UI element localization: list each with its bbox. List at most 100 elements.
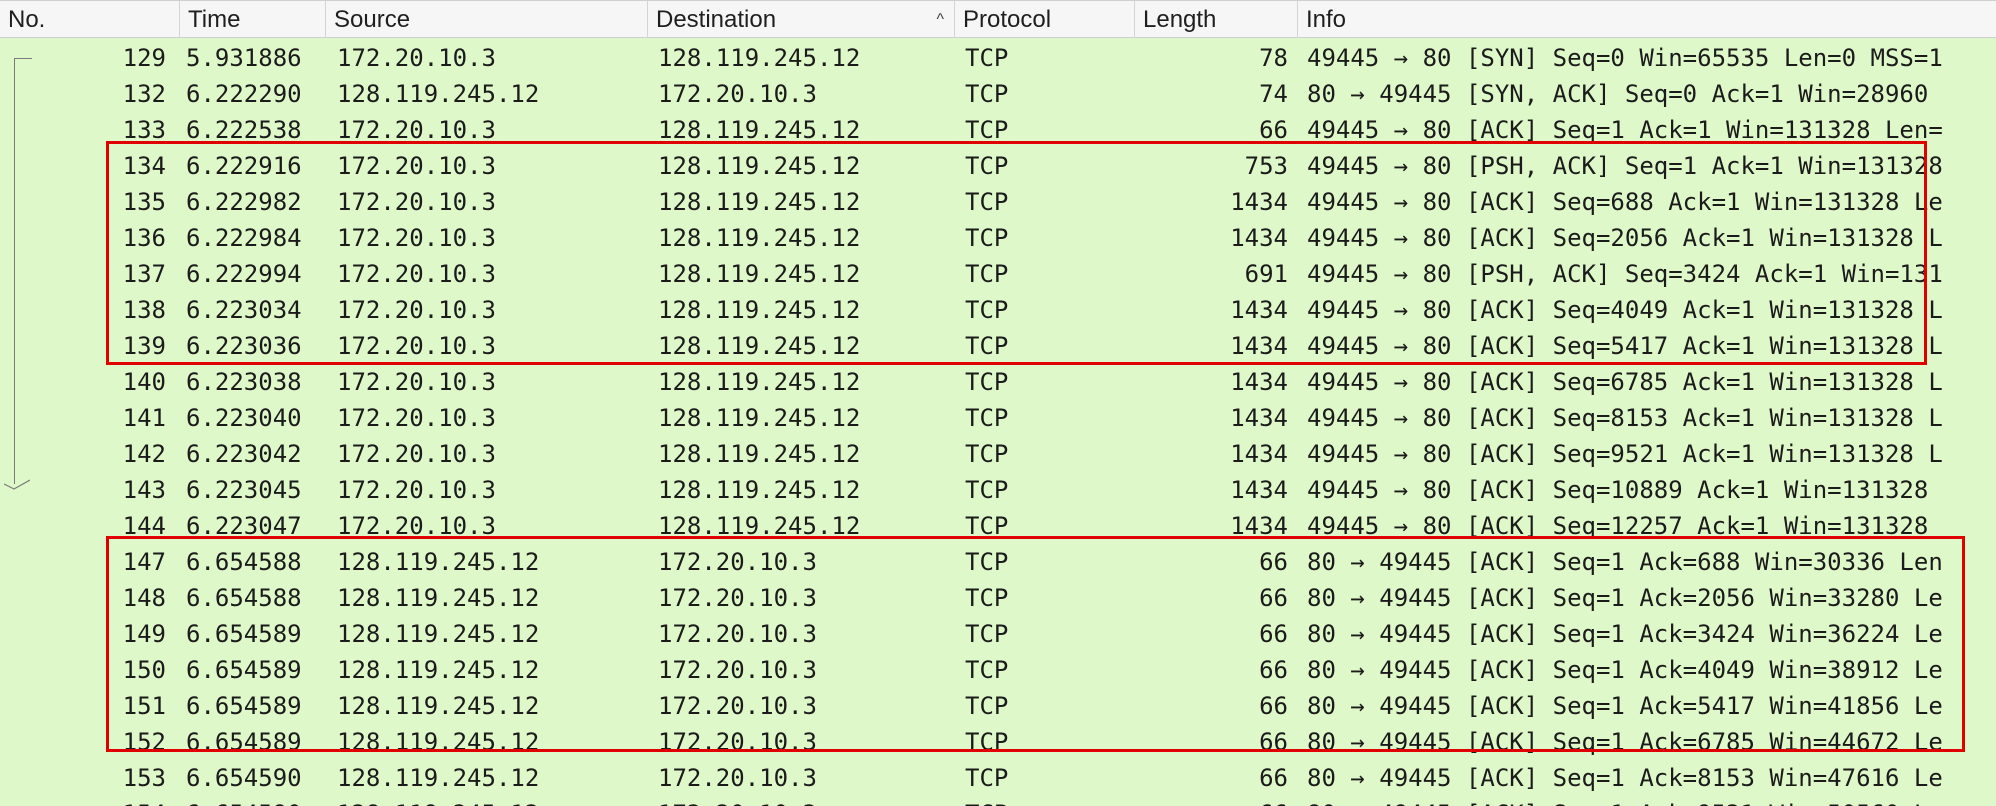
packet-row[interactable]: 147 6.654588 128.119.245.12 172.20.10.3 TCP 6… xyxy=(0,544,1996,580)
packet-number: 150 xyxy=(122,656,166,684)
packet-number: 137 xyxy=(122,260,166,288)
packet-row[interactable]: 134 6.222916 172.20.10.3 128.119.245.12 TCP 7… xyxy=(0,148,1996,184)
column-header-destination[interactable]: Destination ^ xyxy=(648,1,955,38)
packet-row[interactable]: 136 6.222984 172.20.10.3 128.119.245.12 TCP 1… xyxy=(0,220,1996,256)
packet-protocol: TCP xyxy=(965,548,1009,576)
packet-source: 172.20.10.3 xyxy=(337,260,496,288)
packet-destination: 128.119.245.12 xyxy=(658,188,861,216)
packet-info: 80 → 49445 [ACK] Seq=1 Ack=8153 Win=4761… xyxy=(1307,764,1943,792)
packet-time: 6.222916 xyxy=(186,152,302,180)
packet-source: 172.20.10.3 xyxy=(337,332,496,360)
packet-source: 172.20.10.3 xyxy=(337,44,496,72)
packet-row[interactable]: 149 6.654589 128.119.245.12 172.20.10.3 TCP 6… xyxy=(0,616,1996,652)
packet-time: 6.223034 xyxy=(186,296,302,324)
packet-length: 66 xyxy=(1259,728,1288,756)
packet-protocol: TCP xyxy=(965,152,1009,180)
packet-time: 6.654588 xyxy=(186,548,302,576)
packet-row[interactable]: 152 6.654589 128.119.245.12 172.20.10.3 TCP 6… xyxy=(0,724,1996,760)
packet-row[interactable]: 153 6.654590 128.119.245.12 172.20.10.3 TCP 6… xyxy=(0,760,1996,796)
packet-row[interactable]: 150 6.654589 128.119.245.12 172.20.10.3 TCP 6… xyxy=(0,652,1996,688)
packet-info: 49445 → 80 [ACK] Seq=688 Ack=1 Win=13132… xyxy=(1307,188,1943,216)
packet-destination: 172.20.10.3 xyxy=(658,796,817,806)
packet-protocol: TCP xyxy=(965,260,1009,288)
packet-row[interactable]: 144 6.223047 172.20.10.3 128.119.245.12 TCP 1… xyxy=(0,508,1996,544)
packet-info: 49445 → 80 [PSH, ACK] Seq=1 Ack=1 Win=13… xyxy=(1307,152,1943,180)
packet-info: 49445 → 80 [ACK] Seq=4049 Ack=1 Win=1313… xyxy=(1307,296,1943,324)
packet-row[interactable]: 137 6.222994 172.20.10.3 128.119.245.12 TCP 6… xyxy=(0,256,1996,292)
packet-time: 6.222984 xyxy=(186,224,302,252)
packet-row[interactable]: 143 6.223045 172.20.10.3 128.119.245.12 TCP 1… xyxy=(0,472,1996,508)
packet-protocol: TCP xyxy=(965,224,1009,252)
packet-row[interactable]: 148 6.654588 128.119.245.12 172.20.10.3 TCP 6… xyxy=(0,580,1996,616)
packet-length: 1434 xyxy=(1230,368,1288,396)
packet-time: 6.654589 xyxy=(186,620,302,648)
packet-time: 6.223047 xyxy=(186,512,302,540)
packet-info: 49445 → 80 [SYN] Seq=0 Win=65535 Len=0 M… xyxy=(1307,44,1943,72)
packet-number: 143 xyxy=(122,476,166,504)
column-header-protocol[interactable]: Protocol xyxy=(955,1,1135,38)
packet-length: 1434 xyxy=(1230,440,1288,468)
packet-number: 129 xyxy=(122,44,166,72)
packet-info: 80 → 49445 [ACK] Seq=1 Ack=4049 Win=3891… xyxy=(1307,656,1943,684)
packet-number: 149 xyxy=(122,620,166,648)
packet-destination: 128.119.245.12 xyxy=(658,332,861,360)
packet-info: 49445 → 80 [ACK] Seq=5417 Ack=1 Win=1313… xyxy=(1307,332,1943,360)
packet-source: 172.20.10.3 xyxy=(337,440,496,468)
packet-length: 66 xyxy=(1259,620,1288,648)
packet-info: 49445 → 80 [ACK] Seq=9521 Ack=1 Win=1313… xyxy=(1307,440,1943,468)
column-header-source[interactable]: Source xyxy=(326,1,648,38)
packet-row[interactable]: 154 6.654590 128.119.245.12 172.20.10.3 TCP6… xyxy=(0,796,1996,806)
packet-source: 128.119.245.12 xyxy=(337,620,540,648)
packet-destination: 128.119.245.12 xyxy=(658,368,861,396)
packet-row[interactable]: 138 6.223034 172.20.10.3 128.119.245.12 TCP 1… xyxy=(0,292,1996,328)
packet-source: 128.119.245.12 xyxy=(337,656,540,684)
packet-destination: 128.119.245.12 xyxy=(658,440,861,468)
packet-source: 172.20.10.3 xyxy=(337,152,496,180)
packet-row[interactable]: 135 6.222982 172.20.10.3 128.119.245.12 TCP 1… xyxy=(0,184,1996,220)
packet-protocol: TCP xyxy=(965,764,1009,792)
packet-time: 5.931886 xyxy=(186,44,302,72)
packet-number: 140 xyxy=(122,368,166,396)
packet-row[interactable]: 129 5.931886 172.20.10.3 128.119.245.12 TCP 7… xyxy=(0,40,1996,76)
packet-length: 1434 xyxy=(1230,332,1288,360)
packet-protocol: TCP xyxy=(965,296,1009,324)
packet-time: 6.222538 xyxy=(186,116,302,144)
packet-info: 80 → 49445 [ACK] Seq=1 Ack=688 Win=30336… xyxy=(1307,548,1943,576)
packet-row[interactable]: 151 6.654589 128.119.245.12 172.20.10.3 TCP 6… xyxy=(0,688,1996,724)
packet-destination: 128.119.245.12 xyxy=(658,44,861,72)
column-header-info[interactable]: Info xyxy=(1298,1,1996,38)
packet-protocol: TCP xyxy=(965,332,1009,360)
packet-source: 172.20.10.3 xyxy=(337,116,496,144)
packet-protocol: TCP xyxy=(965,404,1009,432)
column-header-no-label: No. xyxy=(8,6,46,33)
packet-row[interactable]: 142 6.223042 172.20.10.3 128.119.245.12 TCP 1… xyxy=(0,436,1996,472)
packet-row[interactable]: 140 6.223038 172.20.10.3 128.119.245.12 TCP 1… xyxy=(0,364,1996,400)
packet-source: 128.119.245.12 xyxy=(337,584,540,612)
packet-number: 147 xyxy=(122,548,166,576)
packet-info: 80 → 49445 [ACK] Seq=1 Ack=2056 Win=3328… xyxy=(1307,584,1943,612)
packet-length: 66 xyxy=(0,796,1288,806)
packet-source: 128.119.245.12 xyxy=(337,796,539,806)
column-header-no[interactable]: No. xyxy=(0,1,180,38)
packet-info: 49445 → 80 [ACK] Seq=12257 Ack=1 Win=131… xyxy=(1307,512,1929,540)
packet-row[interactable]: 139 6.223036 172.20.10.3 128.119.245.12 TCP 1… xyxy=(0,328,1996,364)
packet-source: 172.20.10.3 xyxy=(337,224,496,252)
packet-number: 139 xyxy=(122,332,166,360)
packet-info: 49445 → 80 [ACK] Seq=10889 Ack=1 Win=131… xyxy=(1307,476,1929,504)
packet-info: 80 → 49445 [SYN, ACK] Seq=0 Ack=1 Win=28… xyxy=(1307,80,1929,108)
packet-destination: 172.20.10.3 xyxy=(658,656,817,684)
packet-protocol: TCP xyxy=(965,476,1009,504)
packet-number: 136 xyxy=(122,224,166,252)
packet-info: 49445 → 80 [ACK] Seq=1 Ack=1 Win=131328 … xyxy=(1307,116,1943,144)
packet-row[interactable]: 132 6.222290 128.119.245.12 172.20.10.3 TCP 7… xyxy=(0,76,1996,112)
packet-protocol: TCP xyxy=(965,620,1009,648)
packet-source: 172.20.10.3 xyxy=(337,404,496,432)
column-header-length[interactable]: Length xyxy=(1135,1,1298,38)
packet-destination: 172.20.10.3 xyxy=(658,620,817,648)
packet-row[interactable]: 133 6.222538 172.20.10.3 128.119.245.12 TCP 6… xyxy=(0,112,1996,148)
column-header-time[interactable]: Time xyxy=(180,1,326,38)
packet-info: 80 → 49445 [ACK] Seq=1 Ack=5417 Win=4185… xyxy=(1307,692,1943,720)
packet-list[interactable]: 129 5.931886 172.20.10.3 128.119.245.12 TCP 7… xyxy=(0,38,1996,806)
packet-row[interactable]: 141 6.223040 172.20.10.3 128.119.245.12 TCP 1… xyxy=(0,400,1996,436)
packet-time: 6.222290 xyxy=(186,80,302,108)
